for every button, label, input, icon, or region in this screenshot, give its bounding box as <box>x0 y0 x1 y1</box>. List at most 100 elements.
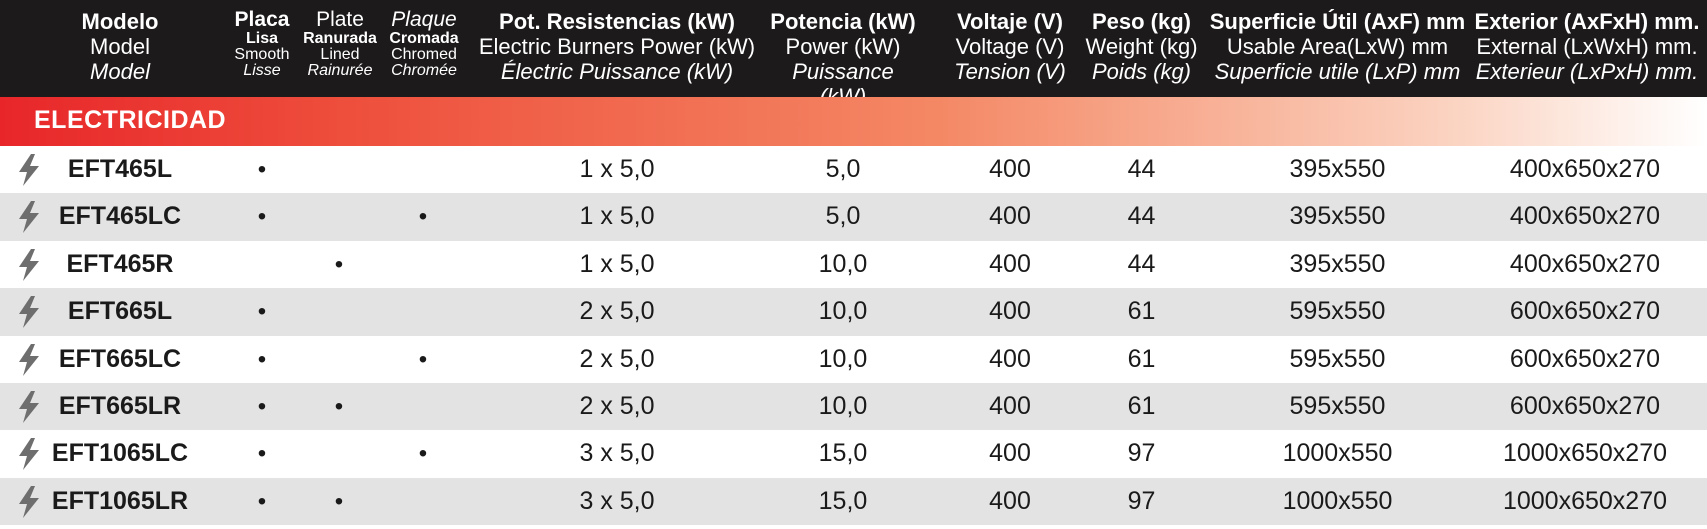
header-voltage: Voltaje (V) Voltage (V) Tension (V) <box>954 9 1066 84</box>
power-cell: 15,0 <box>818 439 868 468</box>
burners-power-cell: 3 x 5,0 <box>579 486 655 515</box>
external-cell: 400x650x270 <box>1509 249 1661 278</box>
cromada-dot <box>390 241 456 288</box>
ranurada-dot <box>305 430 373 477</box>
table-row: EFT465L • 1 x 5,0 5,0 400 44 395x550 400x650x27… <box>0 146 1707 193</box>
table-header: Modelo Model Model Placa Lisa Smooth Lis… <box>0 0 1707 109</box>
lisa-dot: • <box>257 487 267 515</box>
burners-power-cell: 2 x 5,0 <box>579 297 655 326</box>
model-cell: EFT665L <box>67 297 173 326</box>
voltage-cell: 400 <box>989 249 1031 278</box>
cromada-dot <box>390 146 456 193</box>
usable-area-cell: 395x550 <box>1289 202 1386 231</box>
external-cell: 600x650x270 <box>1509 391 1661 420</box>
usable-area-cell: 595x550 <box>1289 391 1386 420</box>
lightning-icon <box>19 438 39 471</box>
table-row: EFT465R • 1 x 5,0 10,0 400 44 395x550 400x650x2… <box>0 241 1707 288</box>
power-cell: 10,0 <box>818 344 868 373</box>
burners-power-cell: 2 x 5,0 <box>579 391 655 420</box>
external-cell: 1000x650x270 <box>1502 439 1668 468</box>
model-cell: EFT465R <box>66 249 174 278</box>
lightning-icon <box>19 390 39 423</box>
external-cell: 400x650x270 <box>1509 155 1661 183</box>
weight-cell: 97 <box>1127 439 1156 468</box>
external-cell: 1000x650x270 <box>1502 486 1668 515</box>
header-external: Exterior (AxFxH) mm. External (LxWxH) mm… <box>1474 9 1700 84</box>
weight-cell: 44 <box>1127 155 1156 183</box>
power-cell: 10,0 <box>818 297 868 326</box>
external-cell: 400x650x270 <box>1509 202 1661 231</box>
weight-cell: 44 <box>1127 202 1156 231</box>
header-model: Modelo Model Model <box>81 9 159 84</box>
lisa-dot: • <box>257 203 267 231</box>
weight-cell: 44 <box>1127 249 1156 278</box>
model-cell: EFT1065LC <box>51 439 189 468</box>
cromada-dot: • <box>418 440 428 468</box>
voltage-cell: 400 <box>989 344 1031 373</box>
power-cell: 5,0 <box>825 155 861 183</box>
table-row: EFT1065LC • • 3 x 5,0 15,0 400 97 1000x550 1000x… <box>0 430 1707 477</box>
weight-cell: 97 <box>1127 486 1156 515</box>
table-row: EFT1065LR • • 3 x 5,0 15,0 400 97 1000x550 1000x… <box>0 477 1707 526</box>
lightning-icon <box>19 154 39 186</box>
lisa-dot: • <box>257 440 267 468</box>
lightning-icon <box>19 343 39 376</box>
usable-area-cell: 595x550 <box>1289 297 1386 326</box>
burners-power-cell: 1 x 5,0 <box>579 202 655 231</box>
cromada-dot <box>390 478 456 525</box>
model-cell: EFT465LC <box>58 202 182 231</box>
ranurada-dot <box>305 193 373 240</box>
voltage-cell: 400 <box>989 297 1031 326</box>
power-cell: 15,0 <box>818 486 868 515</box>
voltage-cell: 400 <box>989 155 1031 183</box>
model-cell: EFT665LR <box>58 391 182 420</box>
header-burners-power: Pot. Resistencias (kW) Electric Burners … <box>478 9 756 84</box>
voltage-cell: 400 <box>989 391 1031 420</box>
burners-power-cell: 1 x 5,0 <box>579 249 655 278</box>
weight-cell: 61 <box>1127 391 1156 420</box>
ranurada-dot <box>305 336 373 383</box>
table-row: EFT665LR • • 2 x 5,0 10,0 400 61 595x550 600x650… <box>0 382 1707 431</box>
ranurada-dot: • <box>334 487 344 515</box>
lisa-dot: • <box>257 156 267 183</box>
model-cell: EFT465L <box>67 155 173 183</box>
cromada-dot: • <box>418 345 428 373</box>
voltage-cell: 400 <box>989 486 1031 515</box>
power-cell: 5,0 <box>825 202 861 231</box>
model-cell: EFT1065LR <box>51 486 189 515</box>
header-power: Potencia (kW) Power (kW) Puissance (kW) <box>770 9 916 109</box>
burners-power-cell: 3 x 5,0 <box>579 439 655 468</box>
usable-area-cell: 395x550 <box>1289 155 1386 183</box>
power-cell: 10,0 <box>818 249 868 278</box>
lightning-icon <box>19 485 39 518</box>
header-placa-lisa: Placa Lisa Smooth Lisse <box>234 8 290 79</box>
ranurada-dot: • <box>334 250 344 278</box>
section-title: ELECTRICIDAD <box>34 106 227 134</box>
lisa-dot: • <box>257 298 267 326</box>
ranurada-dot <box>305 288 373 335</box>
ranurada-dot: • <box>334 392 344 420</box>
voltage-cell: 400 <box>989 439 1031 468</box>
lightning-icon <box>19 201 39 234</box>
weight-cell: 61 <box>1127 297 1156 326</box>
cromada-dot <box>390 383 456 430</box>
lightning-icon <box>19 296 39 329</box>
usable-area-cell: 395x550 <box>1289 249 1386 278</box>
header-usable-area: Superficie Útil (AxF) mm Usable Area(LxW… <box>1209 9 1466 84</box>
section-electricidad: ELECTRICIDAD <box>0 97 1707 146</box>
ranurada-dot <box>305 146 373 193</box>
usable-area-cell: 595x550 <box>1289 344 1386 373</box>
model-cell: EFT665LC <box>58 344 182 373</box>
cromada-dot: • <box>418 203 428 231</box>
lisa-dot <box>230 241 294 288</box>
weight-cell: 61 <box>1127 344 1156 373</box>
header-weight: Peso (kg) Weight (kg) Poids (kg) <box>1085 9 1198 84</box>
power-cell: 10,0 <box>818 391 868 420</box>
voltage-cell: 400 <box>989 202 1031 231</box>
table-body: EFT465L • 1 x 5,0 5,0 400 44 395x550 400x650x27… <box>0 146 1707 526</box>
external-cell: 600x650x270 <box>1509 297 1661 326</box>
burners-power-cell: 2 x 5,0 <box>579 344 655 373</box>
table-row: EFT665LC • • 2 x 5,0 10,0 400 61 595x550 600x650… <box>0 336 1707 383</box>
lisa-dot: • <box>257 345 267 373</box>
external-cell: 600x650x270 <box>1509 344 1661 373</box>
